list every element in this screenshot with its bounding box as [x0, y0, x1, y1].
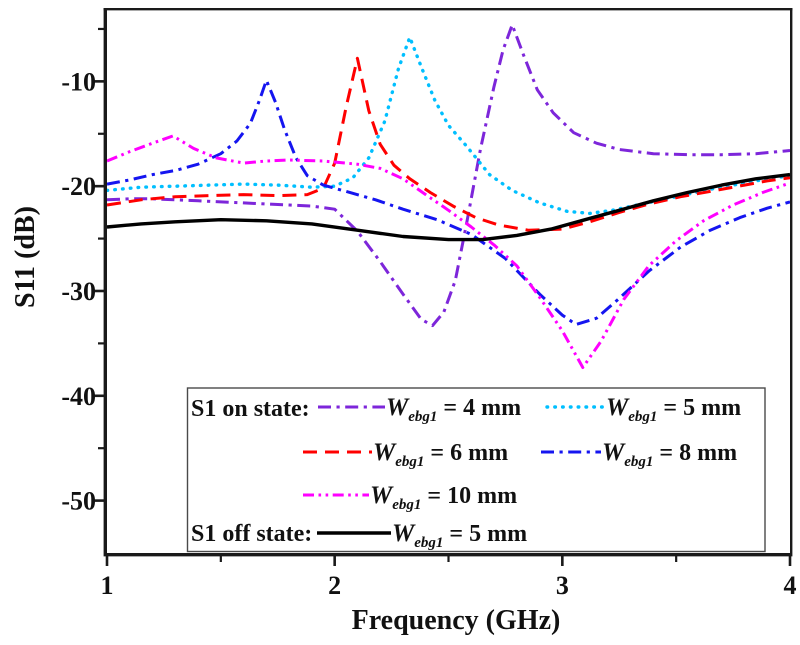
y-tick-label: -10 [61, 67, 96, 96]
series-off-5mm [106, 172, 791, 242]
legend-entry-on-10mm: Webg1 = 10 mm [370, 482, 517, 513]
legend-box [186, 387, 766, 553]
curves-layer [105, 23, 792, 369]
axes: 1 2 3 4 -10 -20 -30 -40 -50 [61, 7, 797, 600]
series-on-10mm [106, 134, 791, 369]
y-tick-label: -40 [61, 382, 96, 411]
series-on-8mm [106, 78, 791, 326]
legend-group-on-label: S1 on state: [191, 396, 310, 422]
series-on-5mm [105, 35, 792, 216]
y-tick-label: -20 [61, 172, 96, 201]
legend: S1 on state: S1 off state: Webg1 = 4 mm Webg… [186, 387, 766, 553]
series-on-4mm [106, 23, 791, 328]
x-axis-title: Frequency (GHz) [352, 605, 561, 636]
y-axis-title: S11 (dB) [10, 206, 41, 308]
x-tick-label: 2 [328, 571, 341, 600]
legend-entry-on-5mm: Webg1 = 5 mm [606, 394, 741, 425]
legend-group-off-label: S1 off state: [191, 521, 312, 547]
x-tick-label: 3 [556, 571, 569, 600]
x-tick-label: 1 [101, 571, 114, 600]
series-on-6mm [106, 56, 791, 232]
legend-entry-on-6mm: Webg1 = 6 mm [373, 439, 508, 470]
y-tick-label: -30 [61, 277, 96, 306]
y-tick-label: -50 [61, 487, 96, 516]
legend-entry-on-4mm: Webg1 = 4 mm [386, 394, 521, 425]
x-tick-label: 4 [784, 571, 797, 600]
legend-entry-off-5mm: Webg1 = 5 mm [392, 520, 527, 551]
legend-entry-on-8mm: Webg1 = 8 mm [602, 439, 737, 470]
